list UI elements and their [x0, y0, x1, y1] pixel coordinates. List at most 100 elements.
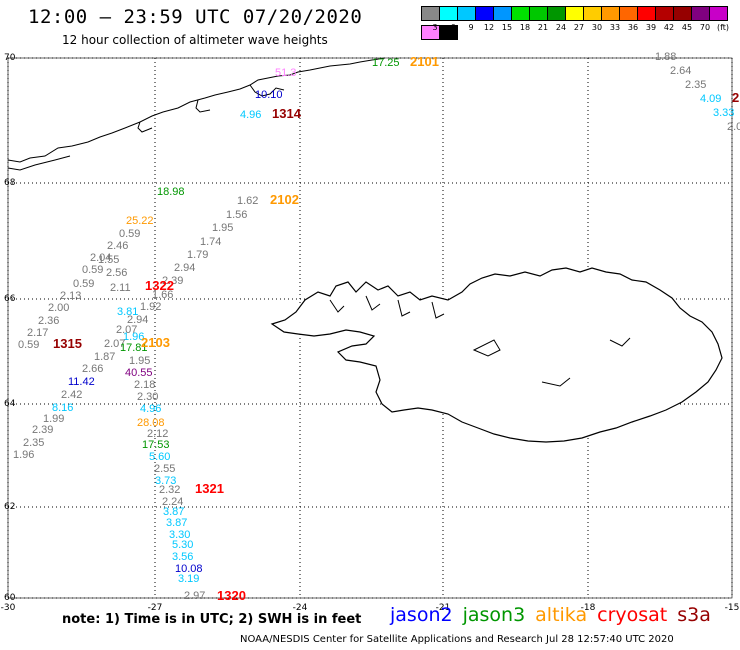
legend-label: 6	[450, 23, 456, 32]
legend-label: 30	[591, 23, 603, 32]
greenland-coastline	[7, 57, 386, 171]
legend-label: 39	[645, 23, 657, 32]
lon-label: -30	[1, 603, 16, 613]
wave-height-reading: 8.16	[52, 402, 73, 414]
wave-height-reading: 1.87	[94, 351, 115, 363]
wave-height-reading: 5.60	[149, 451, 170, 463]
legend-swatch	[709, 6, 728, 21]
wave-height-reading: 2.94	[127, 314, 148, 326]
wave-height-reading: 17.81	[120, 342, 148, 354]
wave-height-reading: 25.22	[126, 215, 154, 227]
iceland-coastline	[270, 267, 723, 443]
map-subtitle: 12 hour collection of altimeter wave hei…	[62, 33, 328, 47]
wave-height-reading: 1.66	[152, 289, 173, 301]
lon-label: -24	[293, 603, 308, 613]
wave-height-reading: 2.0	[727, 121, 740, 133]
wave-height-reading: 1.95	[129, 355, 150, 367]
wave-height-reading: 17.53	[142, 439, 170, 451]
wave-height-reading: 3.73	[155, 475, 176, 487]
wave-height-reading: 0.59	[119, 228, 140, 240]
pass-id-label: 2103	[141, 335, 170, 350]
wave-height-reading: 2.55	[154, 463, 175, 475]
wave-height-reading: 1.96	[123, 331, 144, 343]
wave-height-reading: 1.88	[655, 51, 676, 63]
legend-label: 12	[483, 23, 495, 32]
legend-label: 15	[501, 23, 513, 32]
satellite-cryosat: cryosat	[597, 604, 668, 626]
wave-height-reading: 2.35	[685, 79, 706, 91]
footnote: note: 1) Time is in UTC; 2) SWH is in fe…	[62, 612, 362, 627]
satellite-jason3: jason3	[462, 604, 526, 626]
wave-height-reading: 10.10	[255, 89, 283, 101]
wave-height-reading: 3.19	[178, 573, 199, 585]
wave-height-reading: 2.30	[137, 391, 158, 403]
wave-height-reading: 18.98	[157, 186, 185, 198]
wave-height-reading: 2.46	[107, 240, 128, 252]
wave-height-reading: 2.39	[162, 275, 183, 287]
wave-height-reading: 4.96	[240, 109, 261, 121]
pass-id-label: 1315	[53, 336, 82, 351]
pass-id-label: 2102	[270, 192, 299, 207]
lon-label: -18	[581, 603, 596, 613]
wave-height-reading: 2.32	[159, 484, 180, 496]
lat-label: 64	[4, 399, 16, 409]
wave-height-reading: 2.66	[82, 363, 103, 375]
wave-height-reading: 1.55	[98, 254, 119, 266]
legend-label: 36	[627, 23, 639, 32]
wave-height-reading: 2.24	[162, 496, 183, 508]
wave-height-reading: 40.55	[125, 367, 153, 379]
wave-height-reading: 2.64	[670, 65, 691, 77]
wave-height-reading: 2.97	[184, 590, 205, 602]
lon-label: -21	[436, 603, 451, 613]
legend-label: 33	[609, 23, 621, 32]
lat-label: 66	[4, 294, 16, 304]
wave-height-reading: 1.96	[13, 449, 34, 461]
wave-height-reading: 1.56	[226, 209, 247, 221]
pass-id-label: 1321	[195, 481, 224, 496]
satellite-legend: jason2 jason3 altika cryosat s3a	[390, 604, 721, 626]
pass-id-label: 1320	[217, 588, 246, 603]
wave-height-reading: 2.00	[48, 302, 69, 314]
wave-height-reading: 4.06	[0, 0, 21, 3]
wave-height-reading: 3.87	[166, 517, 187, 529]
legend-label: 42	[663, 23, 675, 32]
satellite-s3a: s3a	[677, 604, 711, 626]
wave-height-reading: 0.59	[18, 339, 39, 351]
legend-label: 21	[537, 23, 549, 32]
lat-label: 70	[4, 53, 16, 63]
satellite-altika: altika	[535, 604, 588, 626]
wave-height-reading: 3.56	[172, 551, 193, 563]
legend-label: (ft)	[716, 23, 730, 32]
wave-height-reading: 17.25	[372, 57, 400, 69]
pass-id-label: 1314	[272, 106, 302, 121]
credit-line: NOAA/NESDIS Center for Satellite Applica…	[240, 634, 674, 645]
legend-label: 18	[519, 23, 531, 32]
wave-height-reading: 2.94	[174, 262, 195, 274]
legend-label: 70	[699, 23, 711, 32]
wave-height-reading: 28.08	[137, 417, 165, 429]
wave-height-reading: 2.04	[90, 252, 111, 264]
wave-height-reading: 1.92	[140, 301, 161, 313]
wave-height-reading: 0.59	[82, 264, 103, 276]
legend-label: 9	[468, 23, 474, 32]
legend-swatch	[439, 25, 458, 40]
wave-height-reading: 10.08	[175, 563, 203, 575]
wave-height-reading: 5.30	[172, 539, 193, 551]
wave-height-reading: 3.81	[117, 306, 138, 318]
wave-height-reading: 2.39	[32, 424, 53, 436]
wave-height-reading: 2.07	[104, 338, 125, 350]
wave-height-reading: 2.18	[134, 379, 155, 391]
wave-height-reading: 1.62	[237, 195, 258, 207]
pass-id-label: 1322	[145, 278, 174, 293]
wave-height-reading: 2.11	[110, 282, 131, 294]
wave-height-reading: 2.07	[116, 324, 137, 336]
wave-height-reading: 1.95	[212, 222, 233, 234]
wave-height-reading: 4.09	[700, 93, 721, 105]
wave-height-reading: 11.42	[68, 376, 95, 388]
wave-height-reading: 51.3	[275, 67, 296, 79]
wave-height-reading: 2.36	[38, 315, 59, 327]
wave-height-reading: 4.96	[140, 403, 161, 415]
wave-height-reading: 3.33	[713, 107, 734, 119]
wave-height-reading: 3.30	[169, 529, 190, 541]
